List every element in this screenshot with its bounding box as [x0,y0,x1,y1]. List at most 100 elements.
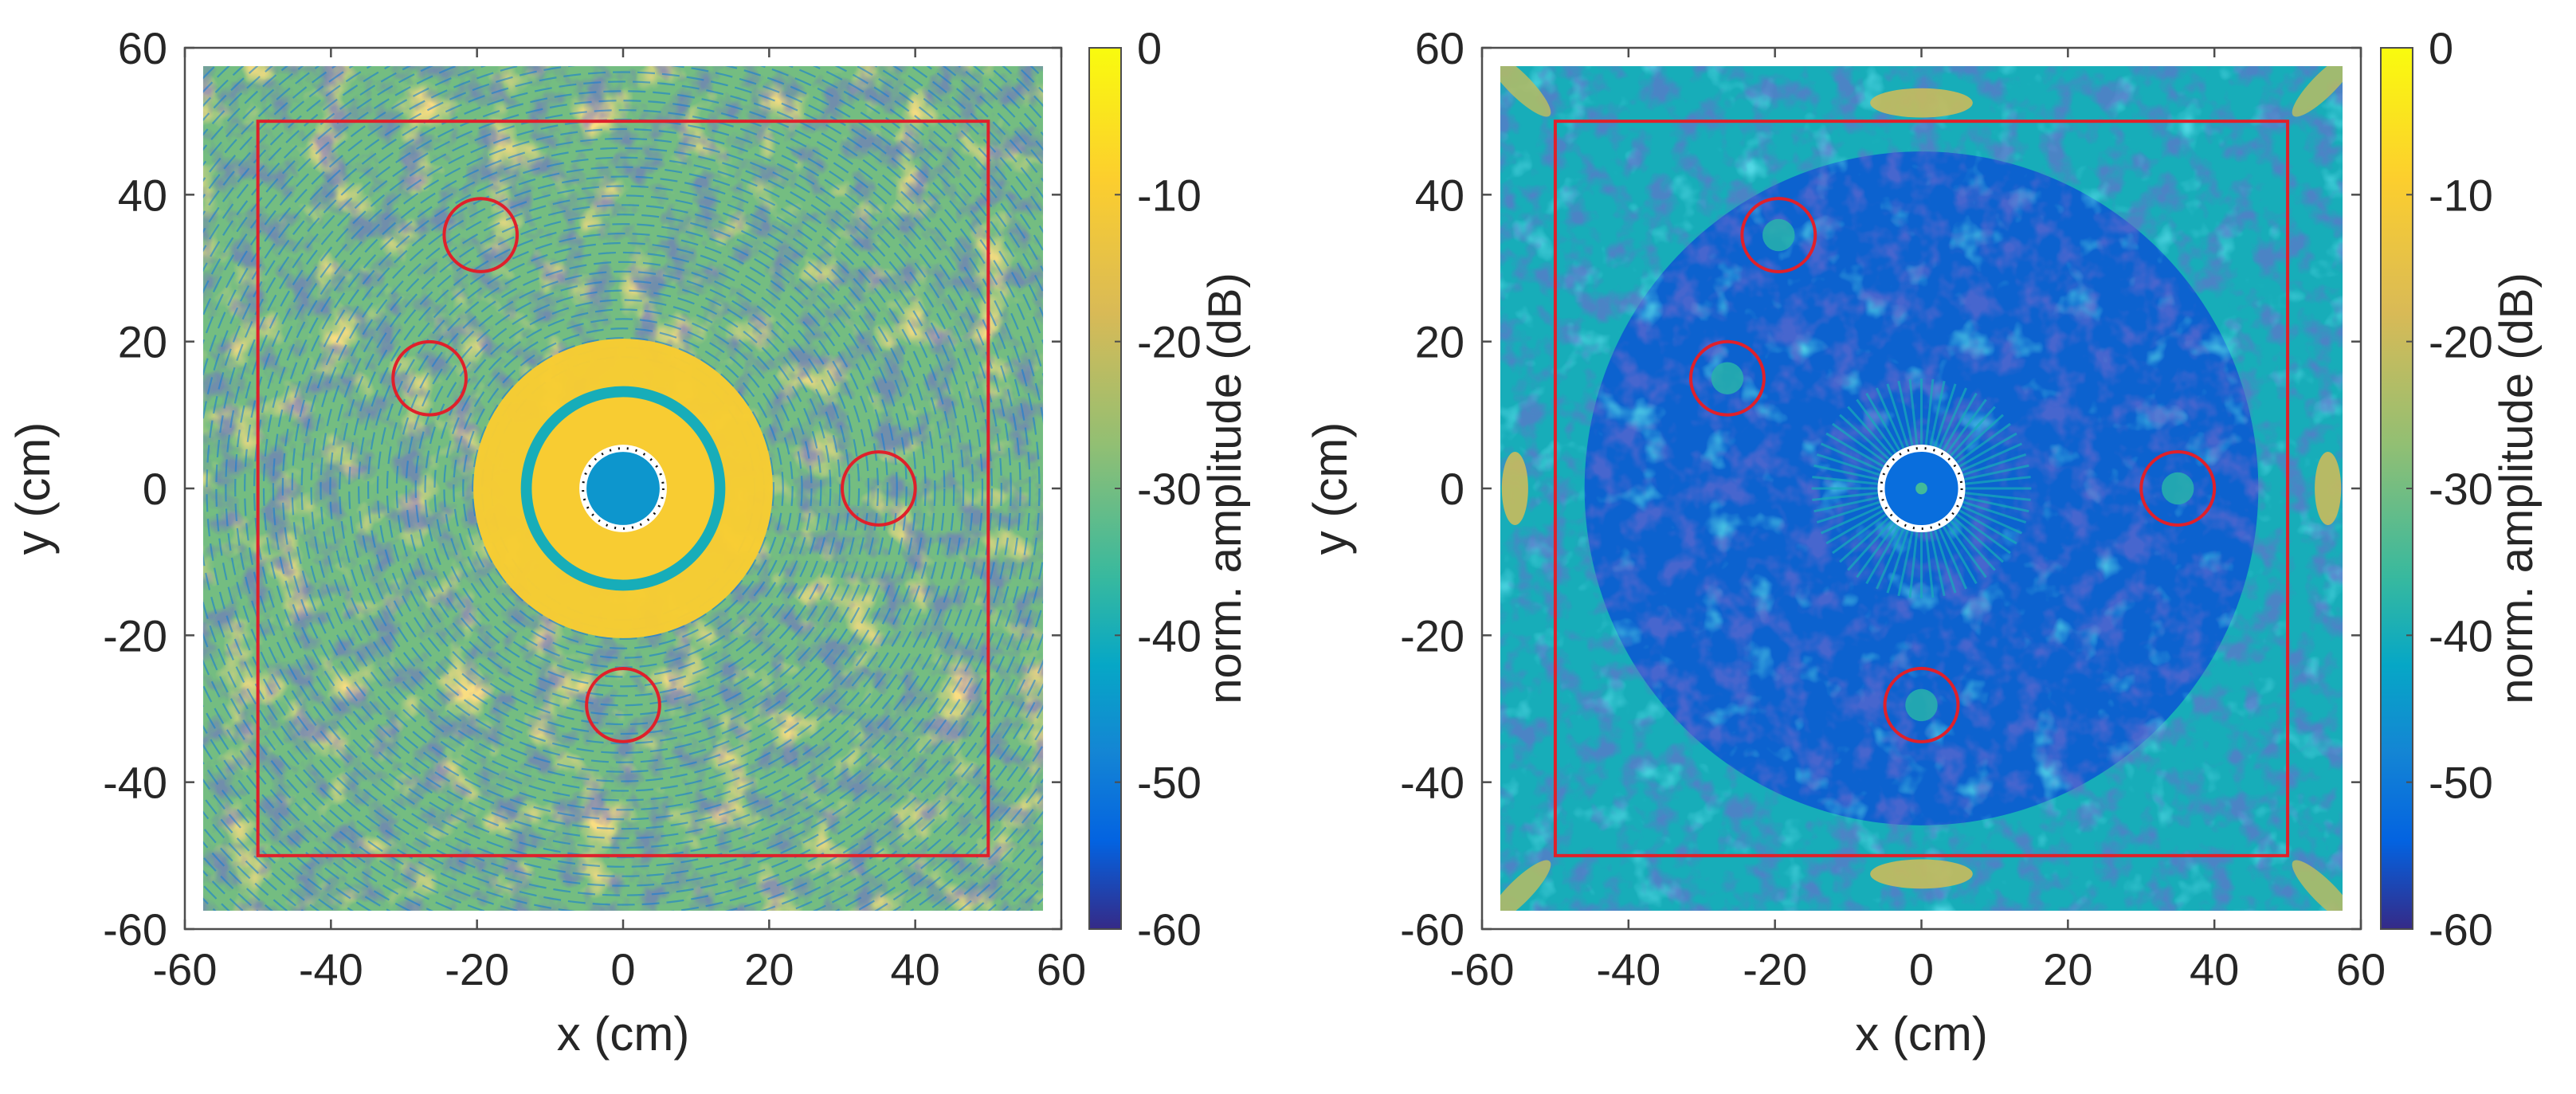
starburst-ray [1876,387,1905,449]
left-colorbar-label: norm. amplitude (dB) [1199,273,1251,704]
y-tick-label: -40 [103,758,167,808]
starburst-ray [1839,516,1890,563]
y-tick-label: -60 [1400,904,1464,955]
ripple-ring [300,166,946,811]
starburst-ray [1958,509,2017,545]
ripple-ring [215,80,1031,896]
right-panel: -60 -40 -20 0 20 40 60 60 40 20 0 -20 -40 -60 x (cm)… [1304,23,2543,1061]
colorbar-tick-label: -30 [1137,464,1202,514]
right-colorbar-label: norm. amplitude (dB) [2491,273,2543,704]
starburst-ray [1897,380,1914,446]
corner-hotspot [1500,66,1551,117]
starburst-ray [1929,531,1946,597]
target-hotspot [1711,362,1744,394]
starburst-ray [1953,516,2004,563]
corner-hotspot [2292,66,2343,117]
corner-hotspot [1500,860,1551,911]
y-tick-label: -60 [103,904,167,955]
center-antenna-elements [1880,446,1963,531]
ripple-ring [281,147,965,830]
colorbar-tick-label: -10 [2429,170,2493,220]
ripple-ring [376,241,870,735]
starburst-ray [1961,505,2023,535]
starburst-ray [1965,476,2031,485]
right-overlay [1553,120,2290,857]
starburst-ray [1825,509,1884,545]
target-marker-circle-1 [442,197,520,273]
ripple-ring [433,299,813,678]
starburst-ray [1964,464,2029,481]
starburst-ray [1942,392,1978,451]
starburst-ray [1847,406,1893,457]
target-marker-circle-2 [1688,339,1766,417]
x-tick-label: 60 [2336,944,2386,994]
starburst-ray [1950,520,1996,571]
right-colorbar-ticks: 0 -10 -20 -30 -40 -50 -60 [2406,23,2493,955]
starburst-ray [1812,476,1878,485]
colorbar-tick-label: -20 [1137,317,1202,367]
left-overlay [256,120,990,857]
target-hotspot [1762,218,1795,252]
starburst-ray [1816,500,1880,524]
starburst-ray [1865,526,1901,585]
starburst-ray [1924,531,1935,598]
starburst-ray [1942,526,1978,585]
starburst-ray [1820,505,1882,535]
right-y-axis-label: y (cm) [1304,422,1357,555]
starburst-ray [1958,432,2017,468]
x-tick-label: 40 [891,944,940,994]
colorbar-tick-label: -50 [2429,758,2493,808]
colorbar-tick-label: -40 [1137,610,1202,661]
colorbar-tick-label: -60 [1137,904,1202,955]
starburst-ray [1812,492,1878,501]
starburst-ray [1962,453,2027,476]
ripple-ring [386,251,861,726]
left-y-ticks: 60 40 20 0 -20 -40 -60 [103,23,1061,955]
starburst-ray [1908,378,1919,445]
starburst-ray [1938,387,1967,449]
y-tick-label: -40 [1400,758,1464,808]
left-field-map [202,66,1044,911]
ripple-ring [358,223,888,754]
starburst-ray [1886,529,1909,594]
starburst-ray [1816,453,1880,476]
annular-band [473,339,773,638]
ripple-ring [244,109,1002,868]
ripple-ring [234,100,1012,877]
ripple-ring [414,280,832,697]
starburst-ray [1961,442,2023,472]
starburst-ray [1856,523,1897,578]
x-tick-label: 0 [1909,944,1934,994]
ripple-ring [405,270,841,707]
ripple-ring [206,71,1041,906]
right-field-map [1500,66,2343,911]
y-tick-label: -20 [1400,610,1464,661]
x-tick-label: -40 [1596,944,1660,994]
ripple-ring [462,327,784,649]
ripple-ring [348,214,898,763]
target-marker-circle-3 [841,450,917,527]
starburst-ray [1839,414,1890,461]
starburst-ray [1820,442,1882,472]
colorbar-tick-label: -50 [1137,758,1202,808]
colorbar-tick-label: -40 [2429,610,2493,661]
starburst-ray [1897,531,1914,597]
ripple-ring [262,127,984,849]
starburst-ray [1956,513,2011,555]
starburst-ray [1813,464,1879,481]
starburst-ray [1825,432,1884,468]
starburst-ray [1813,496,1879,513]
y-tick-label: -20 [103,610,167,661]
colorbar-tick-label: -60 [2429,904,2493,955]
starburst-ray [1832,422,1887,464]
starburst-ray [1964,496,2029,513]
starburst-ray [1934,383,1957,448]
y-tick-label: 60 [1415,23,1464,73]
right-x-axis-label: x (cm) [1855,1007,1988,1061]
ripple-ring [225,90,1021,887]
starburst-ray [1886,383,1909,448]
ripple-ring [453,318,794,659]
target-hotspot [1905,688,1938,722]
starburst-ray [1938,527,1967,590]
